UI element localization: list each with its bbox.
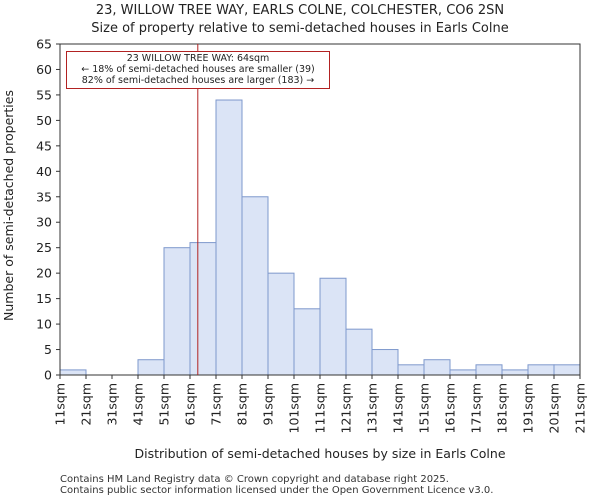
histogram-bar	[215, 99, 243, 376]
y-tick-label: 55	[36, 87, 52, 102]
x-tick-label: 151sqm	[417, 383, 432, 433]
x-tick-label: 31sqm	[105, 383, 120, 426]
histogram-bar	[475, 364, 503, 376]
y-tick-label: 65	[36, 37, 52, 52]
histogram-bar	[553, 364, 581, 376]
y-axis-label: Number of semi-detached properties	[1, 90, 16, 321]
y-tick-label: 15	[36, 291, 52, 306]
annotation-line-1: 23 WILLOW TREE WAY: 64sqm	[126, 53, 270, 64]
histogram-bar	[397, 364, 425, 376]
x-tick-label: 91sqm	[261, 383, 276, 426]
x-tick-label: 101sqm	[287, 383, 302, 433]
x-tick-label: 41sqm	[131, 383, 146, 426]
histogram-bar	[423, 359, 451, 376]
x-tick-label: 161sqm	[443, 383, 458, 433]
chart-title: 23, WILLOW TREE WAY, EARLS COLNE, COLCHE…	[95, 3, 505, 18]
annotation-line-3: 82% of semi-detached houses are larger (…	[81, 75, 315, 86]
histogram-bar	[345, 328, 373, 376]
y-tick-label: 25	[36, 240, 52, 255]
annotation-line-2: ← 18% of semi-detached houses are smalle…	[81, 64, 315, 75]
x-tick-label: 51sqm	[157, 383, 172, 426]
x-tick-label: 21sqm	[79, 383, 94, 426]
histogram-bar	[319, 277, 347, 376]
histogram-chart: 0 5 10 15 20 25 30 35 40 45 50 55 60 65 11sqm 21sqm 31sq…	[1, 37, 588, 462]
histogram-bar	[267, 272, 295, 376]
y-tick-label: 60	[36, 62, 52, 77]
y-tick-label: 50	[36, 113, 52, 128]
y-tick-label: 40	[36, 164, 52, 179]
y-tick-label: 10	[36, 317, 52, 332]
y-tick-label: 45	[36, 138, 52, 153]
y-tick-label: 35	[36, 189, 52, 204]
x-tick-label: 201sqm	[547, 383, 562, 433]
x-tick-label: 11sqm	[53, 383, 68, 426]
x-tick-label: 61sqm	[183, 383, 198, 426]
x-tick-label: 121sqm	[339, 383, 354, 433]
histogram-bar	[501, 369, 529, 376]
x-tick-label: 111sqm	[313, 383, 328, 433]
histogram-bar	[137, 359, 165, 376]
histogram-bar	[293, 308, 321, 376]
y-tick-label: 20	[36, 266, 52, 281]
x-tick-label: 171sqm	[469, 383, 484, 433]
x-axis-label: Distribution of semi-detached houses by …	[134, 446, 505, 461]
x-tick-label: 81sqm	[235, 383, 250, 426]
histogram-bar	[59, 369, 87, 376]
x-tick-label: 141sqm	[391, 383, 406, 433]
y-tick-label: 5	[44, 342, 52, 357]
histogram-bar	[527, 364, 555, 376]
y-tick-label: 0	[44, 368, 52, 383]
footer-copyright: Contains HM Land Registry data © Crown c…	[60, 474, 449, 485]
histogram-bar	[241, 196, 269, 376]
x-tick-label: 71sqm	[209, 383, 224, 426]
histogram-bar	[449, 369, 477, 376]
x-tick-label: 181sqm	[495, 383, 510, 433]
histogram-bar	[189, 242, 217, 376]
chart-subtitle: Size of property relative to semi-detach…	[91, 21, 509, 36]
histogram-bar	[371, 349, 399, 376]
footer-licence: Contains public sector information licen…	[60, 485, 494, 496]
y-tick-label: 30	[36, 215, 52, 230]
x-tick-label: 131sqm	[365, 383, 380, 433]
x-tick-label: 191sqm	[521, 383, 536, 433]
histogram-bar	[163, 247, 191, 376]
property-annotation-box: 23 WILLOW TREE WAY: 64sqm ← 18% of semi-…	[66, 51, 330, 89]
x-tick-label: 211sqm	[573, 383, 588, 433]
